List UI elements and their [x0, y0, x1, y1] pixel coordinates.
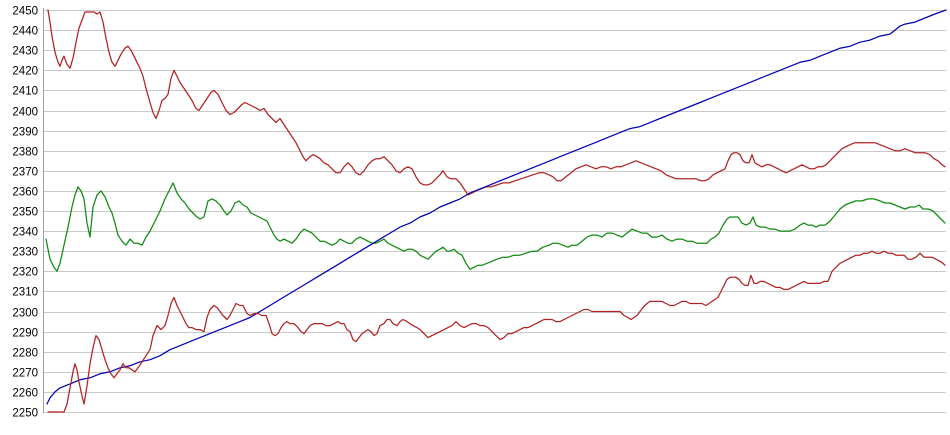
y-axis-tick-label: 2350: [12, 207, 38, 219]
y-axis-tick-label: 2430: [12, 46, 38, 58]
y-axis-tick-label: 2300: [12, 308, 38, 320]
y-axis-tick-label: 2250: [12, 408, 38, 420]
series-line-green-middle: [45, 182, 946, 272]
y-axis-tick-label: 2410: [12, 86, 38, 98]
y-axis-tick-label: 2420: [12, 66, 38, 78]
y-axis-tick-label: 2330: [12, 247, 38, 259]
y-axis-tick-label: 2310: [12, 287, 38, 299]
y-axis-tick-label: 2370: [12, 167, 38, 179]
y-axis-labels-group: 2450 2440 2430 2420 2410 2400 2390 2380 2370 2360…: [12, 6, 38, 420]
y-axis-tick-label: 2450: [12, 6, 38, 18]
y-axis-tick-label: 2390: [12, 127, 38, 139]
series-line-blue-trend: [46, 9, 947, 405]
gridlines-group: [43, 10, 946, 413]
y-axis-tick-label: 2290: [12, 328, 38, 340]
y-axis-tick-label: 2400: [12, 107, 38, 119]
y-axis-tick-label: 2260: [12, 388, 38, 400]
y-axis-tick-label: 2340: [12, 227, 38, 239]
series-line-red-upper: [47, 9, 946, 196]
y-axis-tick-label: 2280: [12, 348, 38, 360]
y-axis-tick-label: 2270: [12, 368, 38, 380]
y-axis-tick-label: 2360: [12, 187, 38, 199]
y-axis-tick-label: 2380: [12, 147, 38, 159]
y-axis-tick-label: 2440: [12, 26, 38, 38]
y-axis-tick-label: 2320: [12, 267, 38, 279]
series-lines-group: [45, 9, 947, 413]
series-line-red-lower: [47, 250, 946, 413]
